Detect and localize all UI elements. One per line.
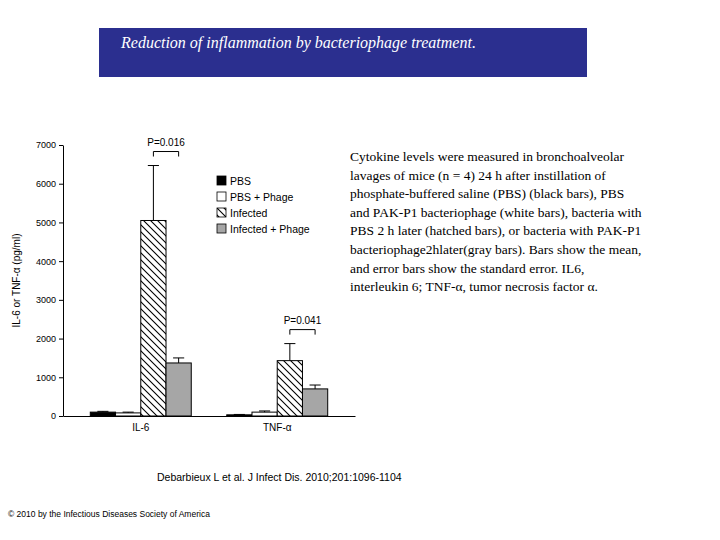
y-tick: 7000 <box>36 140 63 150</box>
bar <box>166 363 191 416</box>
error-bar <box>259 411 270 412</box>
y-tick: 6000 <box>36 179 63 189</box>
legend-swatch <box>217 224 226 233</box>
x-tick: TNF-α <box>263 416 292 433</box>
citation: Debarbieux L et al. J Infect Dis. 2010;2… <box>157 471 402 483</box>
y-tick: 5000 <box>36 218 63 228</box>
caption-line: interleukin 6; TNF-α, tumor necrosis fac… <box>350 279 598 294</box>
y-tick: 1000 <box>36 373 63 383</box>
y-axis-line <box>63 146 64 417</box>
legend-item: Infected + Phage <box>217 223 310 235</box>
x-axis-line <box>64 416 356 417</box>
legend-item: PBS + Phage <box>217 191 293 203</box>
legend-swatch <box>217 208 226 217</box>
bar <box>116 413 141 416</box>
y-tick-label: 4000 <box>36 257 56 267</box>
legend-item: PBS <box>217 175 251 187</box>
x-tick-label: IL-6 <box>132 422 150 433</box>
p-value: P=0.041 <box>284 315 322 326</box>
y-tick-mark <box>59 145 63 146</box>
y-axis-title: IL-6 or TNF-α (pg/ml) <box>11 234 22 328</box>
error-bar <box>148 166 159 221</box>
y-tick: 4000 <box>36 257 63 267</box>
legend-label: PBS <box>230 175 251 187</box>
caption-line: bacteriophage2hlater(gray bars). Bars sh… <box>350 242 641 257</box>
y-tick-mark <box>59 377 63 378</box>
x-tick: IL-6 <box>132 416 150 433</box>
y-tick-mark <box>59 300 63 301</box>
bar <box>90 412 115 416</box>
y-tick: 3000 <box>36 295 63 305</box>
caption-line: phosphate-buffered saline (PBS) (black b… <box>350 186 624 201</box>
y-tick: 2000 <box>36 334 63 344</box>
y-tick: 0 <box>51 411 63 421</box>
bar <box>141 220 166 416</box>
y-tick-mark <box>59 184 63 185</box>
y-tick-label: 5000 <box>36 218 56 228</box>
y-tick-label: 2000 <box>36 334 56 344</box>
title-banner <box>99 28 587 77</box>
bar <box>277 361 302 416</box>
error-bar <box>284 344 295 361</box>
y-axis: 0 1000 2000 3000 4000 5000 6000 7000 <box>36 140 64 421</box>
x-axis: IL-6 TNF-α <box>64 416 356 433</box>
y-tick-label: 3000 <box>36 295 56 305</box>
y-tick-label: 6000 <box>36 179 56 189</box>
caption-line: and error bars show the standard error. … <box>350 261 584 276</box>
title: Reduction of inflammation by bacteriopha… <box>120 34 476 52</box>
bar <box>252 412 277 416</box>
bar <box>302 389 327 416</box>
error-bar <box>173 358 184 363</box>
p-value: P=0.016 <box>147 137 185 148</box>
error-bar <box>97 411 108 413</box>
y-tick-mark <box>59 339 63 340</box>
y-tick-mark <box>59 261 63 262</box>
significance-bracket <box>290 330 315 335</box>
bar <box>227 415 252 416</box>
legend: PBS PBS + Phage Infected Infected + Phage <box>217 175 310 235</box>
caption-line: PBS 2 h later (hatched bars), or bacteri… <box>350 223 641 238</box>
legend-label: Infected <box>230 207 268 219</box>
legend-swatch <box>217 192 226 201</box>
error-bar <box>310 385 321 389</box>
error-bar <box>123 412 134 414</box>
error-bar <box>234 414 245 415</box>
caption-line: Cytokine levels were measured in broncho… <box>350 149 625 164</box>
plot-area <box>90 166 327 416</box>
legend-label: PBS + Phage <box>230 191 293 203</box>
legend-swatch <box>217 176 226 185</box>
legend-label: Infected + Phage <box>230 223 310 235</box>
caption-line: lavages of mice (n = 4) 24 h after insti… <box>350 168 606 183</box>
slide: Reduction of inflammation by bacteriopha… <box>0 0 720 540</box>
y-tick-mark <box>59 416 63 417</box>
legend-item: Infected <box>217 207 268 219</box>
y-tick-label: 7000 <box>36 140 56 150</box>
y-tick-label: 0 <box>51 411 56 421</box>
x-tick-label: TNF-α <box>263 422 292 433</box>
y-tick-mark <box>59 222 63 223</box>
caption: Cytokine levels were measured in broncho… <box>350 149 642 294</box>
significance-bracket <box>153 152 178 157</box>
caption-line: and PAK-P1 bacteriophage (white bars), b… <box>350 205 642 220</box>
copyright: © 2010 by the Infectious Diseases Societ… <box>8 509 210 519</box>
y-tick-label: 1000 <box>36 373 56 383</box>
